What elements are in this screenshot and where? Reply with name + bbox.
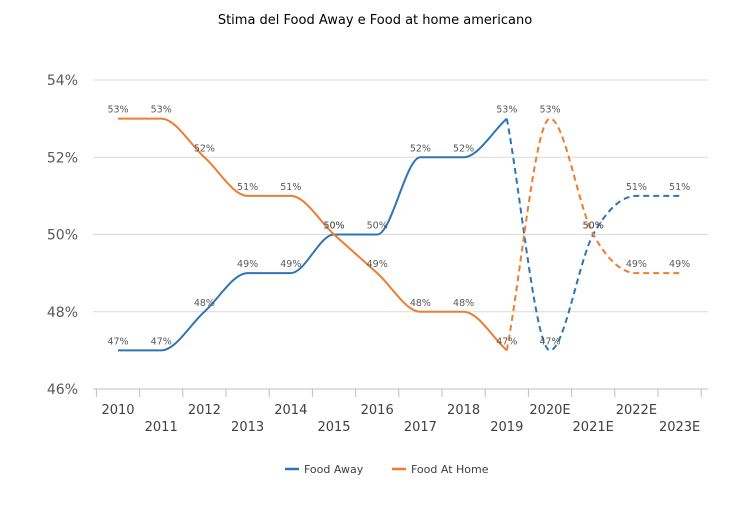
- x-tick-label: 2018: [447, 403, 480, 418]
- food-at-home-actual-line: [117, 117, 508, 352]
- x-tick-label: 2020E: [529, 403, 570, 418]
- y-tick-label: 52%: [47, 150, 78, 166]
- food-at-home-data-label: 49%: [669, 259, 690, 270]
- chart-title: Stima del Food Away e Food at home ameri…: [218, 13, 532, 28]
- x-tick-label: 2023E: [659, 420, 700, 435]
- food-away-data-label: 52%: [453, 143, 474, 154]
- y-tick-label: 50%: [47, 228, 78, 244]
- food-at-home-data-label: 50%: [583, 221, 604, 232]
- food-at-home-data-label: 53%: [107, 105, 128, 116]
- food-away-data-label: 49%: [280, 259, 301, 270]
- food-at-home-data-label: 51%: [280, 182, 301, 193]
- food-away-actual-line: [117, 117, 508, 352]
- x-tick-label: 2021E: [573, 420, 614, 435]
- food-at-home-data-label: 47%: [496, 336, 517, 347]
- food-away-data-label: 52%: [410, 143, 431, 154]
- food-at-home-data-label: 48%: [410, 298, 431, 309]
- y-axis: 46% 48% 50% 52% 54%: [47, 73, 78, 398]
- x-tick-label: 2012: [188, 403, 221, 418]
- x-tick-label: 2015: [317, 420, 350, 435]
- x-tick-label: 2019: [490, 420, 523, 435]
- food-away-legend-label: Food Away: [304, 463, 364, 476]
- food-at-home-data-label: 53%: [539, 105, 560, 116]
- food-away-data-label: 51%: [626, 182, 647, 193]
- food-away-data-label: 49%: [237, 259, 258, 270]
- food-away-data-label: 47%: [107, 336, 128, 347]
- food-away-data-label: 50%: [583, 221, 604, 232]
- series-lines: [117, 117, 680, 352]
- food-at-home-data-label: 49%: [367, 259, 388, 270]
- food-away-data-label: 48%: [194, 298, 215, 309]
- food-away-data-label: 47%: [151, 336, 172, 347]
- legend: Food Away Food At Home: [285, 463, 489, 476]
- food-away-data-label: 50%: [367, 221, 388, 232]
- x-tick-label: 2017: [404, 420, 437, 435]
- food-away-forecast-line: [505, 118, 680, 352]
- food-at-home-data-label: 51%: [237, 182, 258, 193]
- y-tick-label: 54%: [47, 73, 78, 89]
- gridlines: [93, 79, 708, 390]
- x-axis: 2010 2011 2012 2013 2014 2015 2016 2017 2018 2019…: [95, 389, 702, 435]
- x-tick-label: 2010: [101, 403, 134, 418]
- food-at-home-data-label: 48%: [453, 298, 474, 309]
- food-at-home-data-label: 52%: [194, 143, 215, 154]
- y-tick-label: 48%: [47, 305, 78, 321]
- food-away-data-label: 50%: [323, 221, 344, 232]
- food-at-home-legend-label: Food At Home: [411, 463, 489, 476]
- food-away-data-label: 47%: [539, 336, 560, 347]
- food-away-data-label: 51%: [669, 182, 690, 193]
- food-at-home-forecast-line: [505, 117, 680, 351]
- food-away-data-label: 53%: [496, 105, 517, 116]
- data-labels: 47% 47% 48% 49% 49% 50% 50% 52% 52% 53% 47% 50% 51% 5…: [107, 105, 690, 348]
- x-tick-label: 2022E: [616, 403, 657, 418]
- x-tick-label: 2016: [361, 403, 394, 418]
- food-at-home-data-label: 53%: [151, 105, 172, 116]
- food-at-home-data-label: 49%: [626, 259, 647, 270]
- x-tick-label: 2014: [274, 403, 307, 418]
- x-tick-label: 2011: [145, 420, 178, 435]
- y-tick-label: 46%: [47, 382, 78, 398]
- food-at-home-data-label: 50%: [323, 221, 344, 232]
- x-tick-label: 2013: [231, 420, 264, 435]
